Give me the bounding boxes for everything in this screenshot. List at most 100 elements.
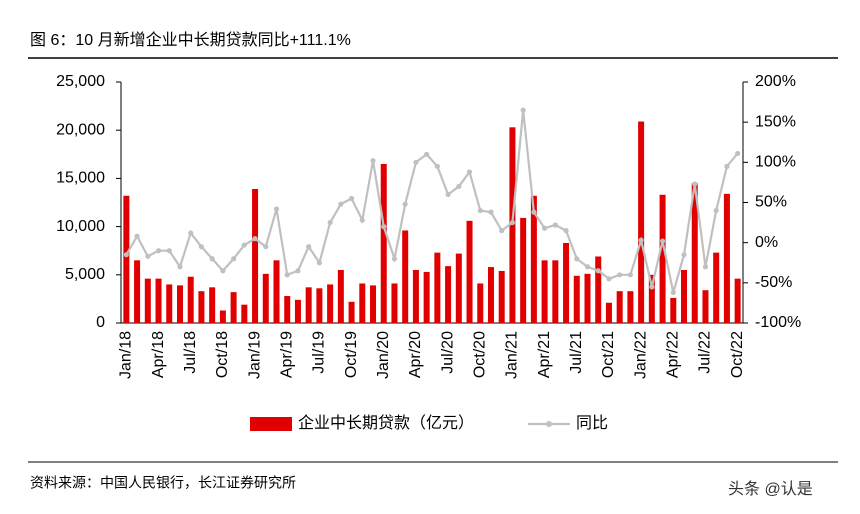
x-tick-label: Jan/21 xyxy=(504,331,521,379)
line-marker xyxy=(155,248,162,254)
x-tick-label: Jul/19 xyxy=(311,331,328,374)
y-tick-label: 10,000 xyxy=(56,218,105,235)
line-marker xyxy=(488,209,494,215)
line-marker xyxy=(252,236,258,242)
bar xyxy=(734,278,741,323)
bar xyxy=(541,260,548,323)
bar xyxy=(434,252,441,323)
bar xyxy=(262,273,269,323)
bar xyxy=(466,220,473,323)
legend-label: 同比 xyxy=(576,414,608,432)
bar xyxy=(412,269,419,323)
line-marker xyxy=(273,206,280,212)
line-marker xyxy=(402,201,408,207)
y-tick-label: 5,000 xyxy=(65,266,105,283)
x-tick-label: Oct/19 xyxy=(343,331,360,378)
bar xyxy=(573,275,580,323)
bar xyxy=(691,183,698,323)
source: 资料来源：中国人民银行，长江证券研究所 xyxy=(30,475,296,491)
bar xyxy=(370,285,377,323)
bar xyxy=(670,297,677,323)
line-marker xyxy=(702,264,709,270)
bar xyxy=(187,276,194,323)
line-marker xyxy=(306,244,312,250)
y2-tick-label: 200% xyxy=(755,73,796,90)
line-marker xyxy=(348,195,355,202)
bar xyxy=(659,194,666,323)
line-marker xyxy=(284,272,290,278)
bar xyxy=(423,271,430,323)
line-marker xyxy=(381,224,387,230)
legend-swatch xyxy=(546,421,552,427)
bar xyxy=(477,283,484,323)
line-marker xyxy=(606,276,612,282)
line-marker xyxy=(477,207,483,214)
bar xyxy=(327,284,334,323)
x-tick-label: Apr/21 xyxy=(536,331,553,378)
line-marker xyxy=(177,264,183,270)
y-tick-label: 0 xyxy=(96,314,105,331)
line-marker xyxy=(263,244,269,250)
bar xyxy=(702,290,709,323)
y-tick-label: 20,000 xyxy=(56,121,105,138)
y2-tick-label: 150% xyxy=(755,113,796,130)
line-marker xyxy=(413,159,419,165)
bar xyxy=(209,287,216,323)
line-marker xyxy=(542,225,548,231)
x-tick-label: Jan/18 xyxy=(118,331,135,379)
line xyxy=(125,110,739,293)
line-marker xyxy=(166,248,172,254)
y2-tick-label: 100% xyxy=(755,154,796,171)
line-marker xyxy=(241,242,247,248)
bar xyxy=(219,310,226,323)
y2-tick-label: -100% xyxy=(755,314,801,331)
x-tick-label: Apr/20 xyxy=(407,331,424,378)
legend-label: 企业中长期贷款（亿元） xyxy=(298,414,474,432)
line-marker xyxy=(649,284,655,290)
bar xyxy=(294,299,301,323)
line-marker xyxy=(563,228,569,234)
line-marker xyxy=(123,252,129,258)
line-marker xyxy=(574,256,580,262)
x-tick-label: Jan/19 xyxy=(246,331,263,379)
line-marker xyxy=(659,238,666,244)
bar xyxy=(723,193,730,323)
bar xyxy=(563,242,570,323)
y-tick-label: 25,000 xyxy=(56,73,105,90)
line-marker xyxy=(220,268,226,274)
bar xyxy=(166,284,173,323)
line-marker xyxy=(209,256,215,262)
x-tick-label: Oct/20 xyxy=(471,331,488,378)
line-marker xyxy=(638,237,644,243)
bar xyxy=(316,288,323,323)
line-marker xyxy=(584,264,591,270)
line-marker xyxy=(231,256,237,262)
line-marker xyxy=(692,181,698,187)
bar xyxy=(123,195,130,323)
bar xyxy=(530,195,537,323)
line-marker xyxy=(295,268,301,274)
bar xyxy=(445,266,452,323)
legend-swatch xyxy=(250,417,292,431)
bar xyxy=(648,274,655,323)
bar xyxy=(391,283,398,323)
y-tick-label: 15,000 xyxy=(56,170,105,187)
line-marker xyxy=(316,260,322,266)
bar xyxy=(284,296,291,323)
line-marker xyxy=(627,272,633,278)
bar xyxy=(230,292,237,323)
line-marker xyxy=(681,252,687,258)
bar xyxy=(681,269,688,323)
y2-tick-label: 50% xyxy=(755,194,787,211)
line-marker xyxy=(445,191,451,198)
bar xyxy=(273,260,280,323)
x-tick-label: Apr/18 xyxy=(150,331,167,378)
line-marker xyxy=(456,183,462,190)
bar xyxy=(605,302,612,323)
x-tick-label: Jul/21 xyxy=(568,331,585,374)
line-marker xyxy=(617,272,623,278)
line-marker xyxy=(434,163,440,169)
line-marker xyxy=(370,158,376,164)
line-marker xyxy=(424,151,430,157)
bar xyxy=(359,283,366,323)
